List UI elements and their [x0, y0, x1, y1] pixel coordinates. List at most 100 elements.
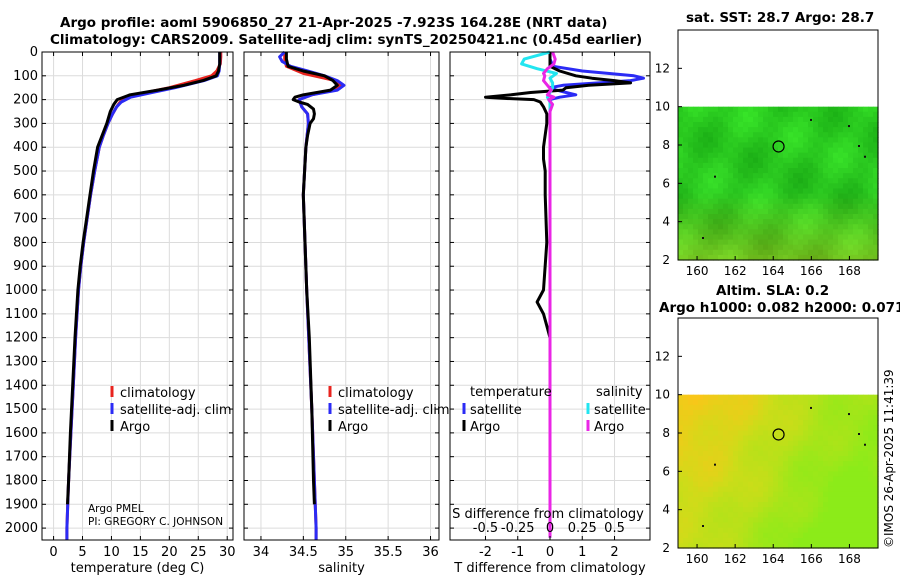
sla-map-cell [873, 527, 879, 534]
depth-tick-label: 200 [13, 93, 38, 108]
sst-map-cell [778, 178, 784, 184]
sla-map-cell [833, 404, 839, 411]
sla-map-cell [798, 425, 804, 432]
sst-map-cell [768, 111, 774, 118]
sla-map-cell [688, 512, 694, 518]
sla-map-cell [868, 532, 874, 539]
sla-map-cell [863, 507, 869, 513]
sst-map-cell [843, 183, 849, 190]
sst-map-cell [858, 162, 864, 169]
sst-map-cell [773, 127, 779, 133]
sst-map-cell [698, 203, 704, 210]
depth-tick-label: 1400 [5, 378, 38, 393]
sla-map-cell [873, 502, 879, 508]
sla-map-cell [843, 450, 849, 457]
sst-map-cell [723, 137, 729, 144]
sla-map-cell [813, 415, 819, 421]
sst-map-cell [763, 214, 769, 220]
sla-map-cell [753, 430, 759, 437]
sla-map-cell [863, 512, 869, 518]
sst-map-cell [848, 208, 854, 215]
sst-map-cell [808, 198, 814, 205]
sla-map-cell [693, 445, 699, 452]
sst-map-cell [788, 254, 794, 261]
sla-map-cell [748, 512, 754, 518]
sst-map-cell [808, 214, 814, 220]
sla-map-cell [763, 425, 769, 432]
sst-map-cell [773, 198, 779, 205]
sla-map-cell [728, 481, 734, 488]
sla-map-cell [743, 496, 749, 503]
sst-map-cell [843, 157, 849, 164]
sla-map-cell [823, 496, 829, 503]
sla-map-cell [723, 496, 729, 503]
sst-map-cell [788, 147, 794, 154]
sst-map-cell [688, 147, 694, 154]
sla-map-cell [768, 527, 774, 534]
sla-map-cell [873, 425, 879, 432]
sla-map-cell [813, 445, 819, 452]
sst-map-cell [838, 203, 844, 210]
sst-map-cell [768, 132, 774, 138]
sla-map-cell [733, 486, 739, 493]
sst-map-cell [748, 106, 754, 113]
sst-map-cell [848, 188, 854, 195]
sla-map-cell [753, 440, 759, 447]
sla-map-cell [763, 445, 769, 452]
sst-map-cell [683, 111, 689, 118]
sla-map-cell [783, 502, 789, 508]
sla-map-cell [793, 394, 799, 401]
sla-map-cell [683, 430, 689, 437]
sst-map-cell [768, 219, 774, 225]
sst-map-cell [813, 244, 819, 251]
sla-map-cell [778, 461, 784, 467]
sla-map-cell [698, 440, 704, 447]
sla-map-cell [763, 517, 769, 524]
sst-map-cell [683, 224, 689, 230]
sst-map-cell [743, 193, 749, 200]
sla-map-cell [773, 450, 779, 457]
sst-map-cell [823, 116, 829, 123]
sst-map-cell [793, 157, 799, 164]
sla-map-cell [768, 450, 774, 457]
sst-map-cell [793, 229, 799, 236]
sst-map-cell [768, 116, 774, 123]
sla-map-cell [733, 430, 739, 437]
sla-map-cell [748, 415, 754, 421]
sla-map-cell [863, 517, 869, 524]
sla-map-cell [678, 425, 684, 432]
sla-map-cell [688, 440, 694, 447]
sst-map-cell [703, 188, 709, 195]
sst-map-cell [823, 142, 829, 149]
sla-map-cell [678, 466, 684, 472]
sla-map-cell [858, 491, 864, 498]
sla-map-cell [688, 532, 694, 539]
sst-map-cell [828, 162, 834, 169]
sla-map-cell [803, 507, 809, 513]
sst-map-cell [798, 106, 804, 113]
sst-map-cell [783, 229, 789, 236]
sla-map-cell [763, 461, 769, 467]
sst-map-cell [768, 142, 774, 149]
sst-map-cell [838, 127, 844, 133]
sst-map-cell [723, 183, 729, 190]
sla-map-cell [678, 410, 684, 416]
sst-map-cell [708, 244, 714, 251]
sst-map-cell [833, 219, 839, 225]
sst-map-cell [848, 234, 854, 241]
sla-map-cell [823, 461, 829, 467]
sst-map-cell [823, 152, 829, 159]
sla-map-cell [748, 471, 754, 478]
sla-map-cell [723, 440, 729, 447]
sla-map-cell [803, 450, 809, 457]
sla-map-cell [743, 410, 749, 416]
sla-map-cell [693, 542, 699, 549]
diff-legend-header-temperature: temperature [470, 385, 552, 400]
sla-map-cell [793, 435, 799, 442]
sla-map-cell [793, 425, 799, 432]
sst-map-cell [683, 178, 689, 184]
sst-map-cell [868, 127, 874, 133]
sla-map-cell [783, 430, 789, 437]
sla-map-cell [798, 435, 804, 442]
sst-map-cell [833, 132, 839, 138]
